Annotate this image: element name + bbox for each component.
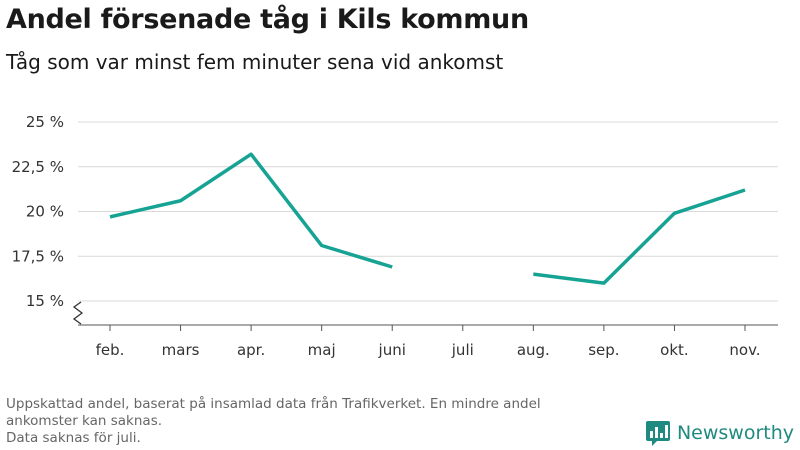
y-tick-label: 25 % [26,113,64,131]
footnote: Uppskattad andel, baserat på insamlad da… [6,396,646,447]
x-tick-label: sep. [588,341,619,359]
y-axis: 15 % 17,5 % 20 % 22,5 % 25 % [12,113,64,310]
footnote-line: Data saknas för juli. [6,430,141,446]
x-tick-label: maj [308,341,336,359]
brand-name: Newsworthy [676,422,794,444]
x-tick-label: aug. [517,341,550,359]
data-series [109,152,746,285]
x-axis: feb. mars apr. maj juni juli aug. sep. okt. nov. [72,301,778,359]
bar-chart-logo-icon [645,421,670,446]
series-line [109,152,393,269]
x-tick-label: nov. [729,341,760,359]
y-tick-label: 22,5 % [12,158,64,176]
brand-logo: Newsworthy [645,419,794,447]
gridlines [78,121,778,302]
x-tick-label: juli [451,341,474,359]
x-tick-label: feb. [96,341,125,359]
y-tick-label: 17,5 % [12,247,64,265]
y-tick-label: 15 % [26,292,64,310]
x-tick-label: apr. [237,341,265,359]
chart-title: Andel försenade tåg i Kils kommun [6,4,529,35]
x-tick-label: juni [378,341,406,359]
series-line [533,188,746,285]
x-tick-label: mars [162,341,200,359]
axis-break-icon [72,301,84,325]
x-tick-label: okt. [660,341,689,359]
footnote-line: Uppskattad andel, baserat på insamlad da… [6,396,541,412]
line-chart: 15 % 17,5 % 20 % 22,5 % 25 % feb. mars apr. maj… [12,113,778,359]
chart-subtitle: Tåg som var minst fem minuter sena vid a… [6,50,504,74]
footnote-line: ankomster kan saknas. [6,413,163,429]
y-tick-label: 20 % [26,203,64,221]
